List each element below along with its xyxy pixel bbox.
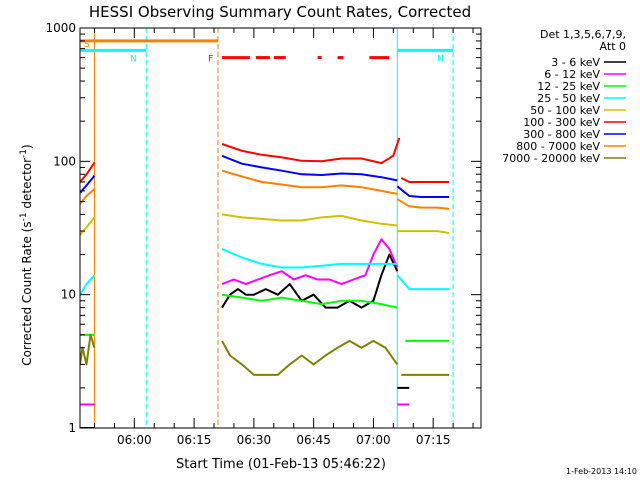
- series-4-line-segment-2: [221, 248, 398, 269]
- plot-area: S N N F 1 10 100 1000 06:00 06:15 06:30 06:45 07:00 0…: [45, 21, 482, 447]
- attenuator-label-2: N: [130, 54, 137, 64]
- x-tick-label-0715: 07:15: [416, 433, 451, 447]
- series-8-line-segment-2: [221, 169, 398, 195]
- series-3-line-segment-2: [221, 293, 398, 309]
- series-8-line-segment-3: [396, 198, 450, 210]
- flare-marker-label: F: [208, 55, 213, 65]
- x-tick-label-0615: 06:15: [177, 433, 212, 447]
- legend-label-6: 100 - 300 keV: [523, 116, 600, 129]
- attenuator-label-1: S: [84, 40, 90, 50]
- y-axis-label-sup1: -1: [19, 212, 29, 221]
- timestamp: 1-Feb-2013 14:10: [566, 467, 637, 476]
- series-9-line-segment-2: [221, 339, 399, 376]
- series-7-line-segment-2: [221, 154, 398, 182]
- attenuator-label-3: N: [437, 54, 444, 64]
- y-tick-label-10: 10: [61, 288, 76, 302]
- legend-label-3: 12 - 25 keV: [537, 80, 600, 93]
- x-tick-label-0630: 06:30: [237, 433, 272, 447]
- plot-frame: [79, 27, 482, 429]
- y-tick-label-1: 1: [68, 421, 76, 435]
- series-2-line-segment-2: [221, 238, 399, 286]
- x-tick-label-0600: 06:00: [117, 433, 152, 447]
- series-9-line-segment-1: [80, 333, 96, 366]
- series-7-line-segment-3: [396, 185, 450, 198]
- series-5-line-segment-3: [397, 230, 450, 234]
- legend-label-5: 50 - 100 keV: [530, 104, 600, 117]
- legend-label-7: 300 - 800 keV: [523, 128, 600, 141]
- y-axis-label-main: Corrected Count Rate (s: [20, 221, 34, 365]
- legend-label-1: 3 - 6 keV: [551, 56, 600, 69]
- y-axis-label-mid: detector: [20, 158, 34, 213]
- series-6-line-segment-1: [80, 161, 96, 183]
- y-axis-label-end: ): [20, 144, 34, 149]
- y-axis-label-sup2: -1: [19, 149, 29, 158]
- series-4-line-segment-3: [396, 274, 450, 291]
- x-tick-label-0700: 07:00: [356, 433, 391, 447]
- x-axis-label: Start Time (01-Feb-13 05:46:22): [176, 457, 386, 472]
- series-6-line-segment-3: [400, 177, 450, 183]
- legend-label-4: 25 - 50 keV: [537, 92, 600, 105]
- series-5-line-segment-1: [80, 216, 96, 236]
- series-4-line-segment-1: [80, 274, 96, 296]
- y-axis-label: Corrected Count Rate (s-1 detector-1): [19, 144, 34, 365]
- series-7-line-segment-1: [80, 175, 96, 194]
- legend-header-line-1: Det 1,3,5,6,7,9,: [540, 28, 626, 41]
- legend-label-8: 800 - 7000 keV: [516, 140, 600, 153]
- legend-header-line-2: Att 0: [600, 40, 626, 53]
- chart-title: HESSI Observing Summary Count Rates, Cor…: [89, 3, 471, 21]
- series-6-line-segment-2: [221, 137, 401, 165]
- series-1-line-segment-2: [221, 253, 399, 309]
- x-tick-label-0645: 06:45: [296, 433, 331, 447]
- legend-label-9: 7000 - 20000 keV: [502, 152, 600, 165]
- legend-label-2: 6 - 12 keV: [544, 68, 600, 81]
- series-5-line-segment-2: [221, 213, 398, 227]
- y-tick-label-1000: 1000: [45, 21, 76, 35]
- y-tick-label-100: 100: [53, 154, 76, 168]
- plot-contents: [80, 28, 454, 428]
